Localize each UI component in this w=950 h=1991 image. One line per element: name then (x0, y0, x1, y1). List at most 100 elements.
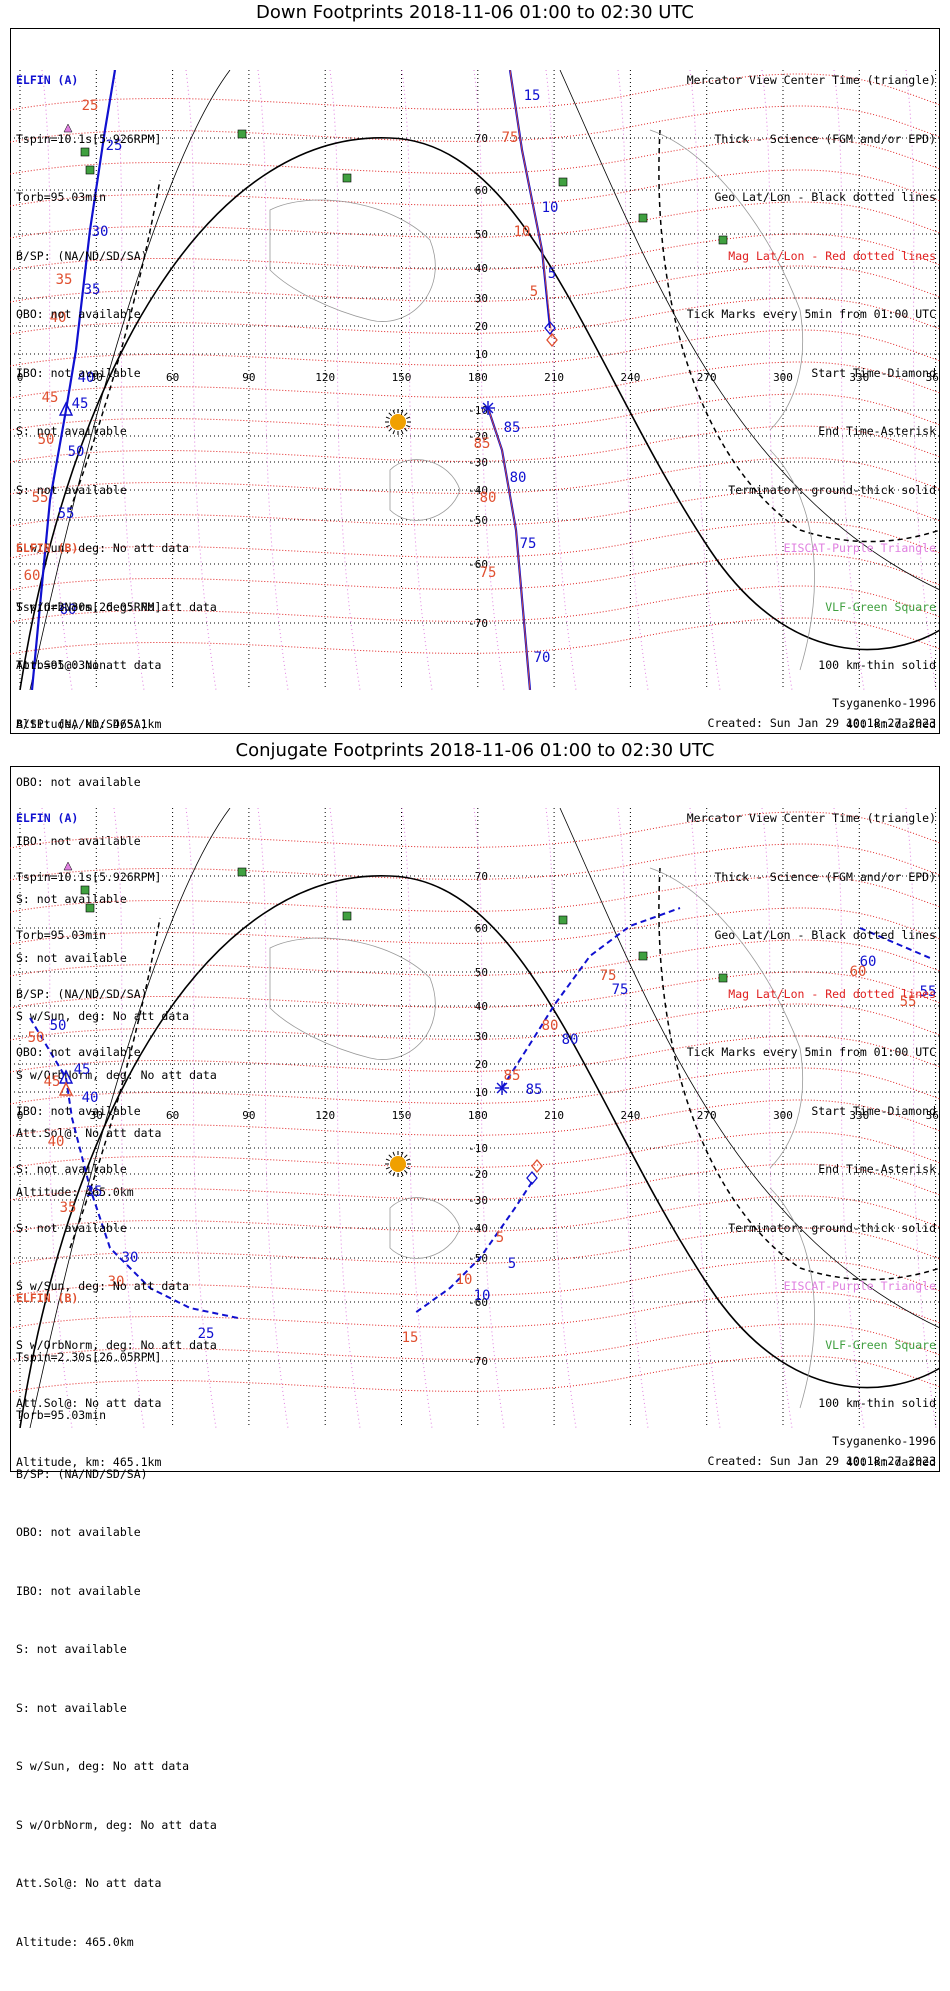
legend-item: Terminator: ground-thick solid (728, 482, 936, 497)
lon-label: 180 (468, 1109, 488, 1122)
tick-label-b: 75 (600, 968, 617, 984)
elfin-a-track (414, 1181, 533, 1314)
vlf-station-icon (558, 915, 568, 925)
legend-item: Terminator: ground-thick solid (728, 1220, 936, 1235)
vlf-station-icon (638, 213, 648, 223)
sun-ray (388, 1154, 392, 1158)
sun-ray (385, 424, 390, 428)
elfin-b-track (509, 70, 553, 339)
tick-label-a: 85 (504, 420, 521, 436)
tick-label-b: 15 (402, 1330, 419, 1346)
created-label: Created: Sun Jan 29 10:18:27 2023 (707, 716, 936, 730)
tick-label-a: 55 (920, 984, 937, 1000)
tick-label-a: 40 (82, 1090, 99, 1106)
tick-label-a: 30 (122, 1250, 139, 1266)
lon-label: 90 (242, 1109, 255, 1122)
elfin-b-line: OBO: not available (16, 1525, 141, 1539)
tick-label-a: 25 (106, 138, 123, 154)
center-time-triangle-icon (58, 1081, 74, 1096)
mag-lon-line (905, 808, 937, 1428)
mag-lon-line (401, 70, 433, 690)
tick-label-b: 80 (480, 490, 497, 506)
lon-label: 330 (849, 371, 869, 384)
sun-ray (388, 1170, 392, 1174)
edge-100km (29, 808, 231, 1428)
panel-title: Conjugate Footprints 2018-11-06 01:00 to… (235, 740, 715, 761)
vlf-station-icon (558, 177, 568, 187)
vlf-station-icon (718, 235, 728, 245)
elfin-b-line: S w/OrbNorm, deg: No att data (16, 1817, 217, 1832)
mag-lon-line (761, 70, 793, 690)
sun-icon (390, 1156, 406, 1172)
elfin-b-info: ELFIN (B) Tspin=2.30s[26.05RPM] Torb=95.… (16, 1250, 217, 1991)
lat-label: -50 (468, 514, 488, 527)
elfin-a-line: B/SP: (NA/ND/SD/SA) (16, 248, 148, 263)
vlf-station-icon (342, 173, 352, 183)
elfin-a-track (29, 1017, 239, 1319)
elfin-a-line: Tspin=10.1s[5.926RPM] (16, 869, 162, 884)
sun-ray (385, 416, 390, 420)
tick-label-b: 30 (108, 1274, 125, 1290)
elfin-b-line: B/SP: (NA/ND/SD/SA) (16, 1466, 148, 1481)
mag-lon-line (113, 70, 145, 690)
sun-ray (400, 430, 404, 435)
mag-lon-line (329, 70, 361, 690)
tick-label-b: 85 (504, 1068, 521, 1084)
tick-label-a: 5 (548, 266, 556, 282)
tick-label-b: 5 (530, 284, 538, 300)
lat-label: -70 (468, 1355, 488, 1368)
sun-ray (385, 1158, 390, 1162)
panel-title: Down Footprints 2018-11-06 01:00 to 02:3… (256, 2, 694, 23)
sun-ray (400, 409, 404, 414)
tick-label-a: 55 (58, 506, 75, 522)
tick-label-a: 40 (78, 370, 95, 386)
elfin-a-line: S: not available (16, 1162, 127, 1176)
vlf-station-icon (80, 147, 90, 157)
map-frame (10, 766, 940, 1472)
tick-label-b: 60 (850, 964, 867, 980)
legend-item: Mag Lat/Lon - Red dotted lines (728, 248, 936, 263)
lon-label: 270 (697, 371, 717, 384)
mag-lon-line (401, 808, 433, 1428)
sun-ray (406, 1158, 411, 1162)
sun-ray (404, 412, 408, 416)
legend-item: 400 km-dashed (845, 1454, 936, 1469)
footprint-map: 0 30 60 90 120 150 180 210 240 270 300 330 360 70 60 50… (10, 808, 940, 1428)
start-diamond-icon (526, 1170, 538, 1186)
lon-label: 60 (166, 1109, 179, 1122)
legend-item: Mercator View Center Time (triangle) (686, 811, 936, 825)
tick-label-b: 75 (502, 130, 519, 146)
elfin-a-line: IBO: not available (16, 1103, 141, 1118)
elfin-b-line: S w/Sun, deg: No att data (16, 1759, 190, 1773)
vlf-station-icon (237, 867, 247, 877)
elfin-b-line: S: not available (16, 1700, 127, 1715)
lon-label: 120 (315, 371, 335, 384)
eiscat-triangle-icon (63, 861, 73, 871)
vlf-station-icon (80, 885, 90, 895)
mag-lon-line (833, 808, 865, 1428)
sun-icon (390, 414, 406, 430)
elfin-b-info: ELFIN (B) Tspin=2.30s[26.05RPM] Torb=95.… (16, 500, 217, 1241)
tick-label-b: 25 (82, 98, 99, 114)
elfin-a-track (30, 70, 117, 690)
legend-item: Thick - Science (FGM and/or EPD) (714, 131, 936, 146)
mag-lon-line (41, 808, 73, 1428)
elfin-b-line: Tspin=2.30s[26.05RPM] (16, 1349, 162, 1364)
lon-label: 120 (315, 1109, 335, 1122)
elfin-a-line: S w/Sun, deg: No att data (16, 1279, 190, 1293)
legend-item: VLF-Green Square (825, 1337, 936, 1352)
tick-label-b: 5 (496, 1230, 504, 1246)
elfin-b-label: ELFIN (B) (16, 1291, 79, 1305)
legend-item: 400 km-dashed (845, 716, 936, 731)
elfin-b-line: Torb=95.03min (16, 1408, 107, 1422)
start-diamond-icon (544, 320, 556, 336)
lon-label: 240 (620, 1109, 640, 1122)
elfin-a-label: ELFIN (A) (16, 73, 79, 87)
tick-label-a: 50 (68, 444, 85, 460)
lon-label: 360 (926, 371, 940, 384)
edge-100km (559, 808, 940, 1329)
mag-lon-line (257, 808, 289, 1428)
model-label: Tsyganenko-1996 (832, 1434, 936, 1448)
tick-label-a: 75 (520, 536, 537, 552)
eiscat-triangle-icon (63, 123, 73, 133)
